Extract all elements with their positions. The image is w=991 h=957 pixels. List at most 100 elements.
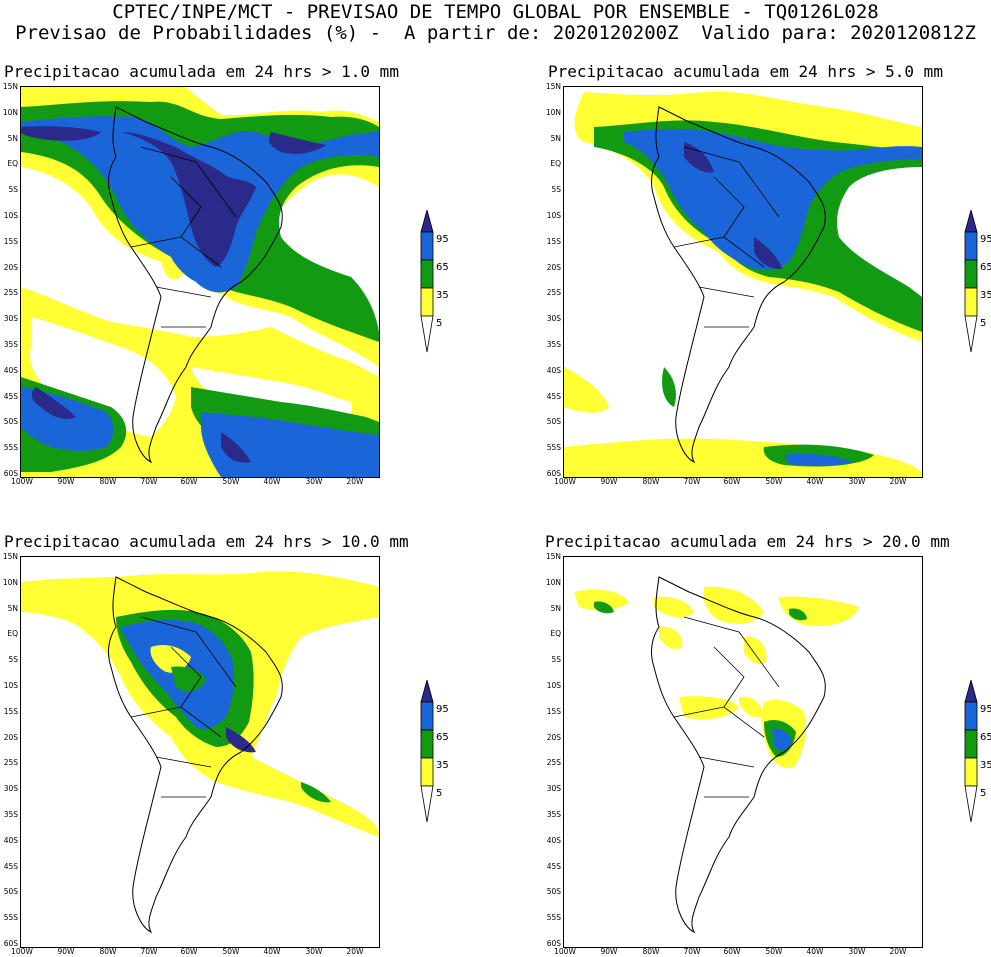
lat-label: 5N bbox=[7, 603, 18, 613]
lon-label: 90W bbox=[57, 947, 75, 956]
lon-label: 100W bbox=[554, 947, 576, 956]
legend-5: 5 bbox=[980, 318, 987, 329]
lat-label: 10N bbox=[2, 577, 18, 587]
lat-label: 60S bbox=[546, 469, 561, 478]
panel-1-title: Precipitacao acumulada em 24 hrs > 1.0 m… bbox=[4, 62, 399, 81]
lat-label: 45S bbox=[546, 391, 561, 401]
panel-4-title: Precipitacao acumulada em 24 hrs > 20.0 … bbox=[545, 532, 950, 551]
lat-label: 20S bbox=[3, 732, 18, 742]
lat-label: 25S bbox=[3, 758, 18, 768]
lat-label: 60S bbox=[546, 939, 561, 948]
lon-label: 20W bbox=[889, 477, 907, 486]
lat-label: 20S bbox=[546, 732, 561, 742]
lat-label: 5S bbox=[8, 655, 18, 665]
lat-label: 40S bbox=[546, 835, 561, 845]
lon-label: 50W bbox=[222, 947, 240, 956]
lat-label: 10S bbox=[546, 681, 561, 690]
lon-label: 80W bbox=[99, 947, 117, 956]
lat-label: 30S bbox=[3, 784, 18, 794]
lat-label: 10N bbox=[2, 107, 18, 117]
panel-4-map[interactable] bbox=[563, 556, 923, 948]
lon-label: 90W bbox=[600, 477, 618, 486]
lon-label: 90W bbox=[600, 947, 618, 956]
legend-65: 65 bbox=[980, 732, 991, 743]
lat-label: 10S bbox=[3, 211, 18, 220]
lat-label: 35S bbox=[546, 810, 561, 819]
legend-35: 35 bbox=[980, 760, 991, 771]
lat-label: 5S bbox=[551, 185, 561, 195]
legend-5: 5 bbox=[980, 788, 987, 799]
legend-65: 65 bbox=[980, 262, 991, 273]
lat-label: 5N bbox=[550, 133, 561, 143]
lon-label: 50W bbox=[222, 477, 240, 486]
legend-65: 65 bbox=[436, 732, 449, 743]
lat-label: 55S bbox=[3, 443, 18, 453]
legend-65: 65 bbox=[436, 262, 449, 273]
legend-95: 95 bbox=[980, 234, 991, 245]
lat-label: 35S bbox=[3, 810, 18, 819]
lat-label: EQ bbox=[7, 629, 18, 639]
lon-label: 30W bbox=[305, 477, 323, 486]
lon-label: 60W bbox=[180, 477, 198, 486]
legend-5: 5 bbox=[436, 318, 443, 329]
lat-label: 15S bbox=[3, 236, 18, 246]
lon-label: 90W bbox=[57, 477, 75, 486]
lat-label: 55S bbox=[3, 913, 18, 923]
lat-label: 10S bbox=[546, 211, 561, 220]
lat-label: 35S bbox=[3, 340, 18, 349]
lat-label: 15N bbox=[2, 552, 18, 561]
lon-label: 70W bbox=[140, 947, 158, 956]
lat-label: 30S bbox=[3, 314, 18, 324]
main-title-line2: Previsao de Probabilidades (%) - A parti… bbox=[15, 22, 976, 44]
lat-label: 60S bbox=[3, 939, 18, 948]
colorbar-panel-1: 95 65 35 5 bbox=[420, 208, 449, 359]
lon-label: 100W bbox=[11, 477, 33, 486]
lon-label: 20W bbox=[346, 947, 364, 956]
panel-2-map[interactable] bbox=[563, 86, 923, 478]
lon-label: 60W bbox=[723, 477, 741, 486]
legend-95: 95 bbox=[436, 234, 449, 245]
legend-95: 95 bbox=[436, 704, 449, 715]
lat-label: EQ bbox=[7, 159, 18, 169]
legend-35: 35 bbox=[436, 290, 449, 301]
lat-label: 45S bbox=[546, 861, 561, 871]
lat-label: EQ bbox=[550, 159, 561, 169]
lon-label: 30W bbox=[848, 947, 866, 956]
lon-label: 100W bbox=[554, 477, 576, 486]
lat-label: 40S bbox=[3, 835, 18, 845]
lat-label: 15S bbox=[546, 236, 561, 246]
lon-label: 30W bbox=[305, 947, 323, 956]
lat-label: 30S bbox=[546, 314, 561, 324]
lat-label: 40S bbox=[546, 365, 561, 375]
lon-label: 80W bbox=[99, 477, 117, 486]
main-title-line1: CPTEC/INPE/MCT - PREVISAO DE TEMPO GLOBA… bbox=[112, 1, 879, 23]
panel-3-map[interactable] bbox=[20, 556, 380, 948]
lat-label: 60S bbox=[3, 469, 18, 478]
panel-2-title: Precipitacao acumulada em 24 hrs > 5.0 m… bbox=[548, 62, 943, 81]
lon-label: 40W bbox=[806, 947, 824, 956]
lat-label: 50S bbox=[3, 887, 18, 897]
lon-label: 60W bbox=[723, 947, 741, 956]
panel-1-map[interactable] bbox=[20, 86, 380, 478]
lat-label: 15N bbox=[545, 82, 561, 91]
legend-5: 5 bbox=[436, 788, 443, 799]
lon-label: 20W bbox=[889, 947, 907, 956]
lon-label: 80W bbox=[642, 947, 660, 956]
lat-label: 10S bbox=[3, 681, 18, 690]
lat-label: 15S bbox=[3, 706, 18, 716]
lat-label: 50S bbox=[3, 417, 18, 427]
colorbar-panel-4: 95 65 35 5 bbox=[964, 678, 991, 829]
lat-label: 15S bbox=[546, 706, 561, 716]
lon-label: 20W bbox=[346, 477, 364, 486]
lon-label: 60W bbox=[180, 947, 198, 956]
lat-label: 25S bbox=[546, 288, 561, 298]
lat-label: 30S bbox=[546, 784, 561, 794]
lon-label: 70W bbox=[683, 477, 701, 486]
lat-label: 45S bbox=[3, 391, 18, 401]
lat-label: 25S bbox=[3, 288, 18, 298]
legend-35: 35 bbox=[436, 760, 449, 771]
lat-label: 50S bbox=[546, 887, 561, 897]
lon-label: 80W bbox=[642, 477, 660, 486]
lon-label: 50W bbox=[765, 947, 783, 956]
lon-label: 30W bbox=[848, 477, 866, 486]
